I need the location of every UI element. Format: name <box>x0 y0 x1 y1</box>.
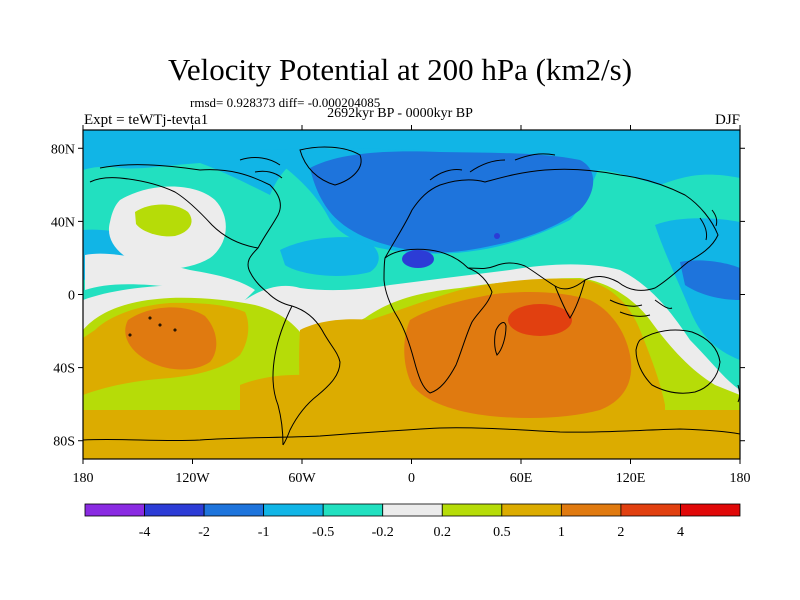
colorbar-label: 1 <box>558 525 565 540</box>
lat-tick-label: 80S <box>53 435 75 450</box>
time-period-label: 2692kyr BP - 0000kyr BP <box>327 106 473 121</box>
coastlines <box>83 146 740 446</box>
colorbar-box <box>680 503 741 517</box>
plot-title: Velocity Potential at 200 hPa (km2/s) <box>167 52 633 87</box>
season-label: DJF <box>714 112 740 128</box>
lat-tick-label: 80N <box>51 142 75 157</box>
colorbar-box <box>322 503 384 517</box>
colorbar-box <box>620 503 681 517</box>
lon-tick-label: 120E <box>616 471 646 486</box>
lon-tick-label: 120W <box>175 471 210 486</box>
colorbar-box <box>263 503 324 517</box>
lat-tick-label: 0 <box>68 289 75 304</box>
lat-tick-label: 40S <box>53 362 75 377</box>
colorbar-box <box>501 503 562 517</box>
lon-tick-label: 180 <box>730 471 751 486</box>
colorbar-label: 4 <box>677 525 684 540</box>
colorbar-label: -2 <box>198 525 210 540</box>
lon-tick-label: 60W <box>288 471 316 486</box>
contour-fill-layer <box>83 130 740 459</box>
map-axis-ticks: 80N 40N 0 40S 80S 180 120W 60W 0 60E 120E 180 <box>51 125 751 486</box>
colorbar-label: -4 <box>139 525 151 540</box>
colorbar-label: 2 <box>617 525 624 540</box>
colorbar-label: -0.5 <box>312 525 334 540</box>
lat-tick-label: 40N <box>51 215 75 230</box>
colorbar-box <box>203 503 265 517</box>
colorbar-box <box>144 503 205 517</box>
rmsd-diff-stats: rmsd= 0.928373 diff= -0.000204085 <box>190 95 381 110</box>
colorbar-label: -1 <box>258 525 270 540</box>
colorbar-box <box>382 503 443 517</box>
colorbar-label: 0.5 <box>493 525 511 540</box>
colorbar-box <box>441 503 503 517</box>
colorbar-label: -0.2 <box>372 525 394 540</box>
colorbar-box <box>560 503 622 517</box>
lon-tick-label: 60E <box>510 471 533 486</box>
colorbar-label: 0.2 <box>434 525 452 540</box>
lon-tick-label: 180 <box>73 471 94 486</box>
lon-tick-label: 0 <box>408 471 415 486</box>
experiment-label: Expt = teWTj-tevta1 <box>84 112 209 128</box>
colorbar-box <box>84 503 145 517</box>
